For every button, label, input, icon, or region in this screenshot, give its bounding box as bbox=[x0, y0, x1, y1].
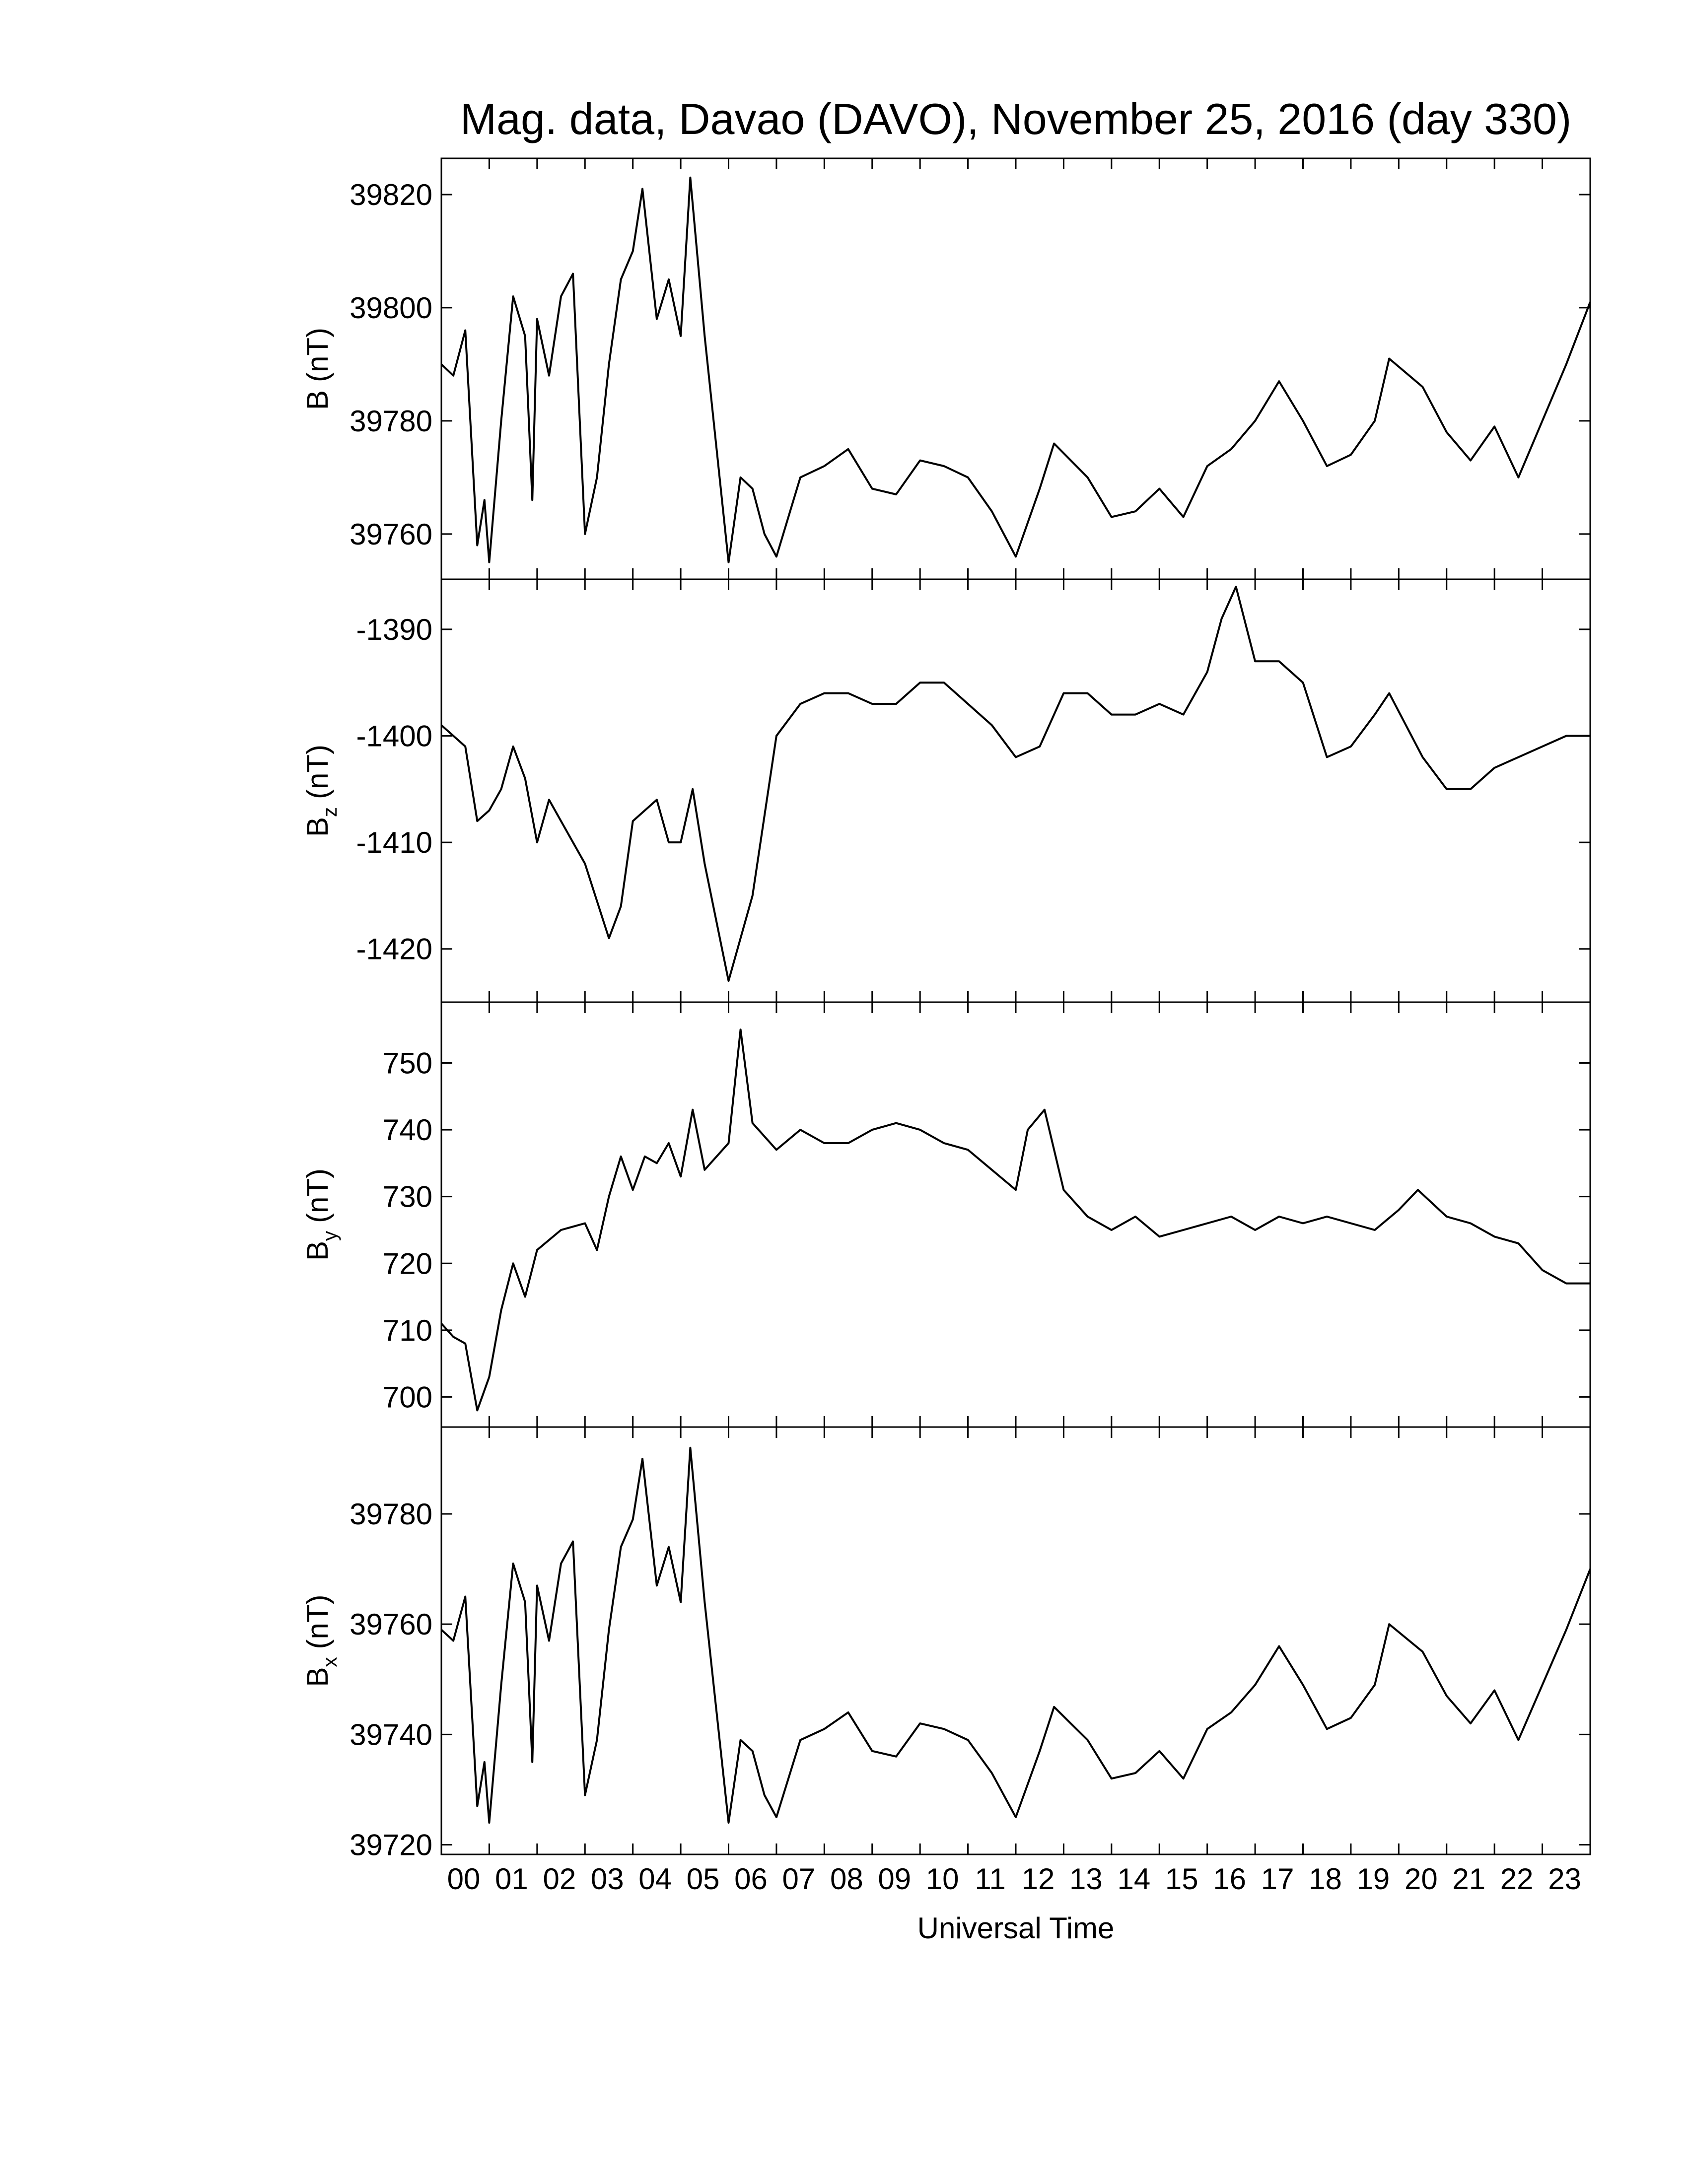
x-tick-label: 17 bbox=[1261, 1862, 1294, 1896]
y-tick-label: 39740 bbox=[350, 1718, 432, 1751]
x-tick-label: 11 bbox=[975, 1862, 1005, 1896]
x-tick-label: 10 bbox=[926, 1862, 959, 1896]
y-axis-label-sub: x bbox=[319, 1657, 341, 1667]
data-line bbox=[440, 1028, 1590, 1412]
y-axis-label-main: B bbox=[301, 1667, 334, 1687]
x-tick-label: 22 bbox=[1500, 1862, 1534, 1896]
y-axis-label-sub: y bbox=[319, 1231, 341, 1241]
y-tick-label: 39780 bbox=[350, 405, 432, 438]
y-tick-label: 730 bbox=[383, 1180, 432, 1214]
x-tick-label: 15 bbox=[1165, 1862, 1198, 1896]
x-tick-label: 07 bbox=[782, 1862, 816, 1896]
x-tick-label: 02 bbox=[543, 1862, 576, 1896]
y-tick-label: 39780 bbox=[350, 1498, 432, 1531]
x-tick-label: 19 bbox=[1357, 1862, 1390, 1896]
x-tick-label: 06 bbox=[734, 1862, 768, 1896]
x-tick-label: 00 bbox=[447, 1862, 481, 1896]
x-tick-label: 08 bbox=[830, 1862, 863, 1896]
x-tick-label: 12 bbox=[1022, 1862, 1055, 1896]
y-tick-label: -1400 bbox=[356, 719, 432, 752]
x-tick-label: 16 bbox=[1213, 1862, 1246, 1896]
y-axis-label-unit: (nT) bbox=[301, 328, 334, 382]
data-line bbox=[440, 586, 1590, 982]
y-tick-label: 740 bbox=[383, 1113, 432, 1147]
x-tick-label: 09 bbox=[878, 1862, 911, 1896]
y-tick-label: -1420 bbox=[356, 933, 432, 966]
y-tick-label: -1410 bbox=[356, 826, 432, 859]
y-tick-label: 39720 bbox=[350, 1829, 432, 1862]
y-axis-label: By (nT) bbox=[301, 1168, 341, 1261]
data-line bbox=[440, 1446, 1591, 1824]
y-axis-label: B (nT) bbox=[301, 328, 334, 410]
y-tick-label: 39760 bbox=[350, 1608, 432, 1641]
x-tick-label: 13 bbox=[1069, 1862, 1103, 1896]
y-tick-label: 720 bbox=[383, 1247, 432, 1280]
chart-title: Mag. data, Davao (DAVO), November 25, 20… bbox=[460, 94, 1572, 143]
y-axis-label: Bx (nT) bbox=[301, 1594, 341, 1687]
data-line bbox=[440, 176, 1591, 563]
x-tick-label: 14 bbox=[1117, 1862, 1150, 1896]
x-tick-label: 01 bbox=[495, 1862, 528, 1896]
x-tick-label: 21 bbox=[1452, 1862, 1485, 1896]
y-tick-label: 710 bbox=[383, 1314, 432, 1347]
y-axis-label-unit: (nT) bbox=[301, 1594, 334, 1649]
y-tick-label: 39820 bbox=[350, 178, 432, 211]
x-tick-label: 04 bbox=[638, 1862, 672, 1896]
y-axis-label-main: B bbox=[301, 390, 334, 410]
y-axis-label-sub: z bbox=[319, 807, 341, 817]
y-axis-label-unit: (nT) bbox=[301, 1168, 334, 1223]
y-tick-label: 700 bbox=[383, 1380, 432, 1414]
x-tick-label: 23 bbox=[1548, 1862, 1581, 1896]
y-tick-label: 750 bbox=[383, 1046, 432, 1080]
x-tick-label: 03 bbox=[591, 1862, 624, 1896]
x-axis-label: Universal Time bbox=[917, 1911, 1115, 1945]
x-tick-label: 20 bbox=[1405, 1862, 1438, 1896]
y-axis-label: Bz (nT) bbox=[301, 745, 341, 837]
y-tick-label: 39800 bbox=[350, 291, 432, 325]
axes bbox=[440, 1426, 1591, 1855]
y-axis-label-main: B bbox=[301, 1241, 334, 1261]
x-tick-label: 05 bbox=[687, 1862, 720, 1896]
y-axis-label-main: B bbox=[301, 817, 334, 837]
y-tick-label: -1390 bbox=[356, 613, 432, 646]
y-axis-label-unit: (nT) bbox=[301, 745, 334, 799]
x-tick-label: 18 bbox=[1309, 1862, 1342, 1896]
y-tick-label: 39760 bbox=[350, 518, 432, 551]
